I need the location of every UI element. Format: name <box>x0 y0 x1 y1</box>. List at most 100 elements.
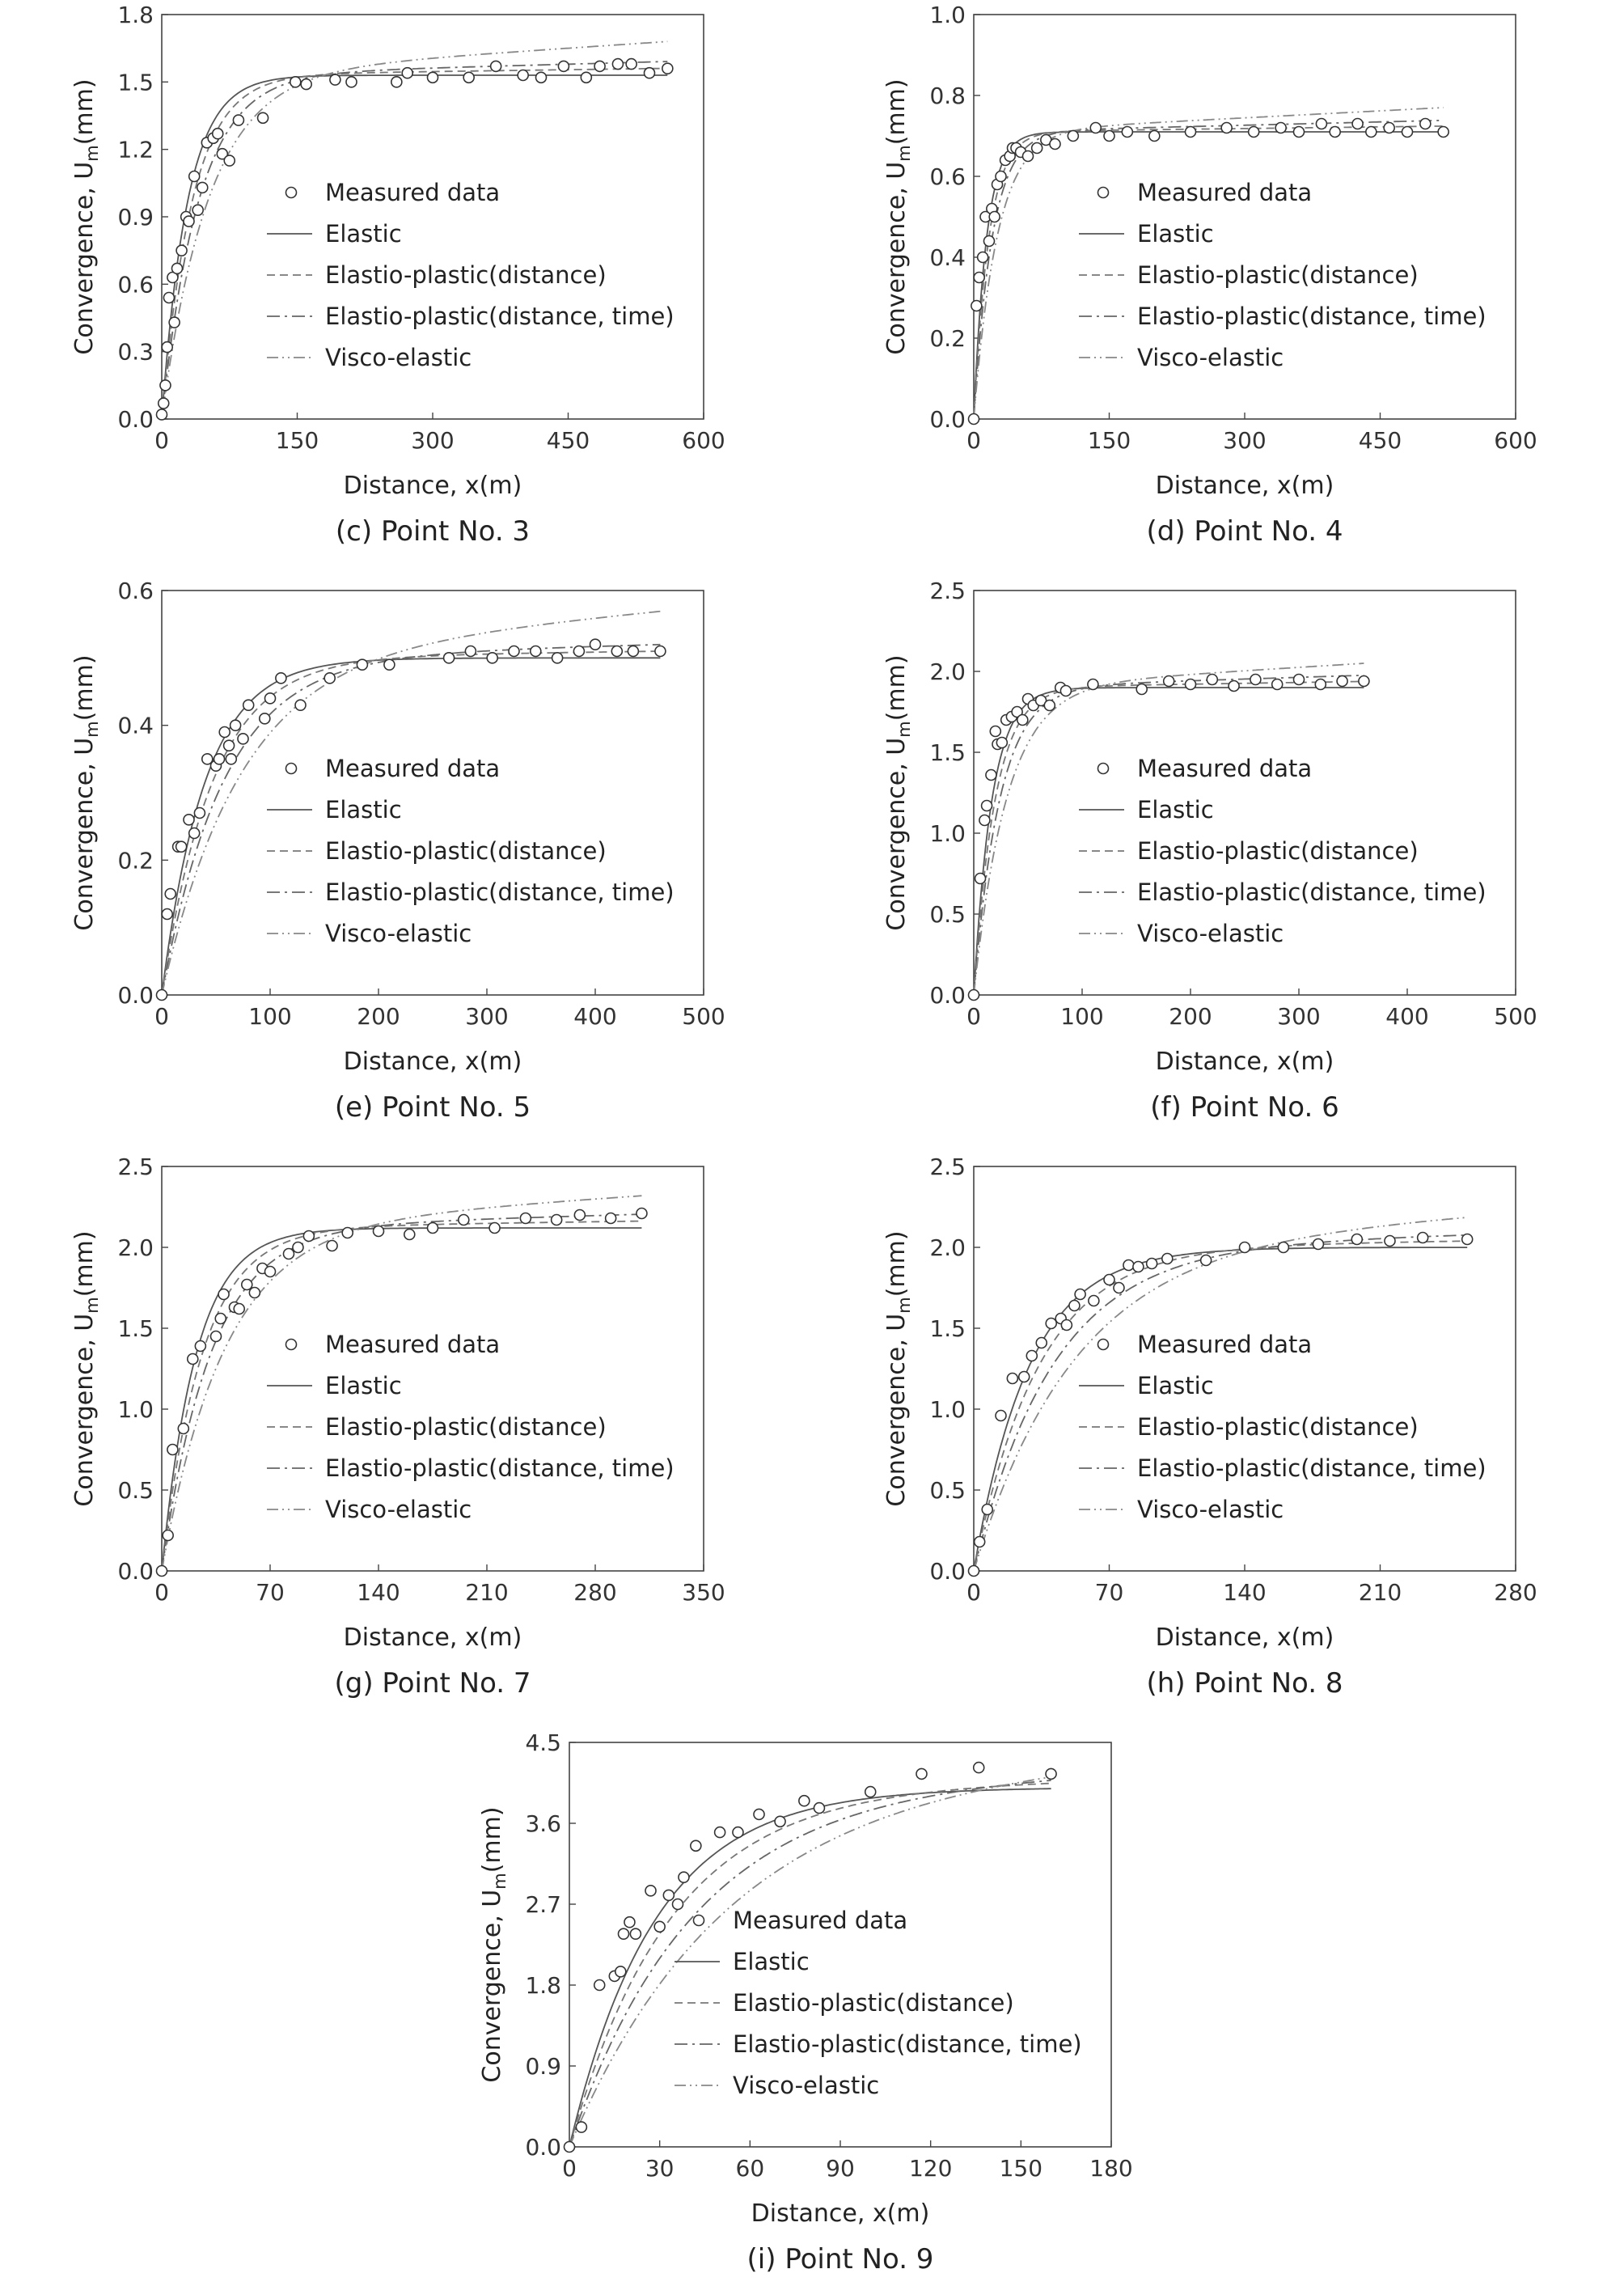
chart-svg: 0 70 140 210 280 350 0.0 0.5 1.0 1.5 2.0 2.5 Distanc… <box>70 1154 725 1700</box>
measured-point <box>974 872 987 885</box>
measured-point <box>614 1966 627 1978</box>
measured-point <box>426 71 439 84</box>
x-tick-label: 30 <box>645 2155 675 2182</box>
legend-label-ep_distance_time: Elastio-plastic(distance, time) <box>325 878 675 906</box>
measured-point <box>201 753 214 765</box>
measured-point <box>995 170 1007 183</box>
y-axis-title-subscript: m <box>894 1297 914 1313</box>
legend-label-measured: Measured data <box>1137 179 1312 206</box>
measured-point <box>264 692 277 705</box>
measured-point <box>155 988 168 1001</box>
panel-caption: (i) Point No. 9 <box>747 2243 934 2275</box>
measured-point <box>300 78 312 91</box>
x-tick-label: 150 <box>1000 2155 1042 2182</box>
x-tick-label: 150 <box>1088 427 1131 454</box>
chart-svg: 0 100 200 300 400 500 0.0 0.2 0.4 0.6 Distance, x(… <box>70 578 725 1124</box>
y-tick-label: 0.8 <box>929 83 966 109</box>
legend-label-visco: Visco-elastic <box>325 344 472 371</box>
measured-point <box>229 719 242 731</box>
measured-point <box>1247 125 1260 138</box>
measured-point <box>345 76 357 88</box>
legend-label-elastic: Elastic <box>1137 796 1214 823</box>
legend-label-visco: Visco-elastic <box>325 1496 472 1523</box>
measured-point <box>242 699 255 711</box>
measured-point <box>164 887 177 900</box>
legend: Measured data Elastic Elastio-plastic(dist… <box>1079 755 1487 947</box>
measured-point <box>589 638 602 650</box>
y-tick-label: 0.4 <box>929 244 966 271</box>
measured-point <box>282 1247 295 1260</box>
measured-point <box>662 1889 675 1902</box>
measured-point <box>213 753 226 765</box>
panel-caption: (e) Point No. 5 <box>335 1091 531 1124</box>
y-axis-title-subscript: m <box>82 145 102 161</box>
x-tick-label: 60 <box>736 2155 765 2182</box>
chart-svg: 0 100 200 300 400 500 0.0 0.5 1.0 1.5 2.0 2.5 Distan… <box>882 578 1537 1124</box>
legend-marker-measured <box>692 1914 705 1927</box>
measured-point <box>1067 129 1080 142</box>
plot-frame <box>973 590 1516 996</box>
measured-point <box>161 341 173 353</box>
measured-point <box>186 1353 199 1365</box>
measured-point <box>1034 694 1047 707</box>
y-tick-label: 2.5 <box>117 1154 154 1180</box>
measured-point <box>1461 1233 1474 1246</box>
legend-label-measured: Measured data <box>1137 1331 1312 1358</box>
measured-point <box>529 645 542 658</box>
x-tick-label: 400 <box>573 1003 616 1030</box>
measured-point <box>575 2121 588 2133</box>
x-tick-label: 0 <box>154 427 169 454</box>
measured-point <box>1401 125 1414 138</box>
legend-label-visco: Visco-elastic <box>1137 920 1284 947</box>
measured-point <box>690 1839 702 1852</box>
measured-point <box>162 1529 174 1542</box>
measured-point <box>1074 1288 1086 1301</box>
measured-point <box>1060 1319 1073 1331</box>
measured-point <box>1021 150 1034 163</box>
legend-label-elastic: Elastic <box>325 220 402 248</box>
measured-point <box>464 645 477 658</box>
measured-point <box>223 155 236 167</box>
measured-point <box>1238 1241 1251 1254</box>
y-tick-label: 2.5 <box>929 578 966 604</box>
y-tick-label: 0.9 <box>525 2053 561 2080</box>
y-tick-label: 0.0 <box>929 982 966 1009</box>
measured-point <box>383 658 395 671</box>
measured-point <box>1132 1260 1144 1273</box>
y-tick-label: 1.2 <box>117 137 154 163</box>
measured-point <box>1059 684 1072 697</box>
y-axis-title-main: Convergence, U <box>478 1890 506 2083</box>
y-tick-label: 0.0 <box>117 1558 154 1585</box>
measured-point <box>155 409 168 421</box>
measured-point <box>573 645 586 658</box>
y-tick-label: 0.3 <box>117 339 154 366</box>
x-tick-label: 210 <box>1359 1579 1402 1606</box>
legend-label-ep_distance: Elastio-plastic(distance) <box>325 837 607 865</box>
x-tick-label: 280 <box>573 1579 616 1606</box>
measured-point <box>1314 678 1327 691</box>
measured-point <box>188 170 201 183</box>
measured-point <box>654 645 666 658</box>
panel-caption: (f) Point No. 6 <box>1150 1091 1339 1124</box>
measured-point <box>653 1920 666 1933</box>
measured-point <box>996 736 1009 749</box>
measured-point <box>233 1302 246 1315</box>
measured-point <box>629 1928 642 1940</box>
measured-point <box>979 814 991 827</box>
measured-point <box>671 1898 684 1911</box>
legend-marker-measured <box>1097 1338 1110 1351</box>
x-axis-title: Distance, x(m) <box>1156 472 1334 500</box>
measured-point <box>155 1564 168 1577</box>
legend-marker-measured <box>285 1338 298 1351</box>
measured-point <box>1275 121 1287 134</box>
measured-point <box>391 76 403 88</box>
y-axis-title-main: Convergence, U <box>70 1314 99 1507</box>
measured-point <box>218 1288 230 1301</box>
measured-point <box>508 645 520 658</box>
y-axis-title-unit: (mm) <box>882 654 911 721</box>
measured-point <box>864 1785 877 1798</box>
x-tick-label: 100 <box>1060 1003 1103 1030</box>
x-tick-label: 120 <box>909 2155 952 2182</box>
measured-point <box>1206 673 1219 686</box>
measured-point <box>611 645 624 658</box>
